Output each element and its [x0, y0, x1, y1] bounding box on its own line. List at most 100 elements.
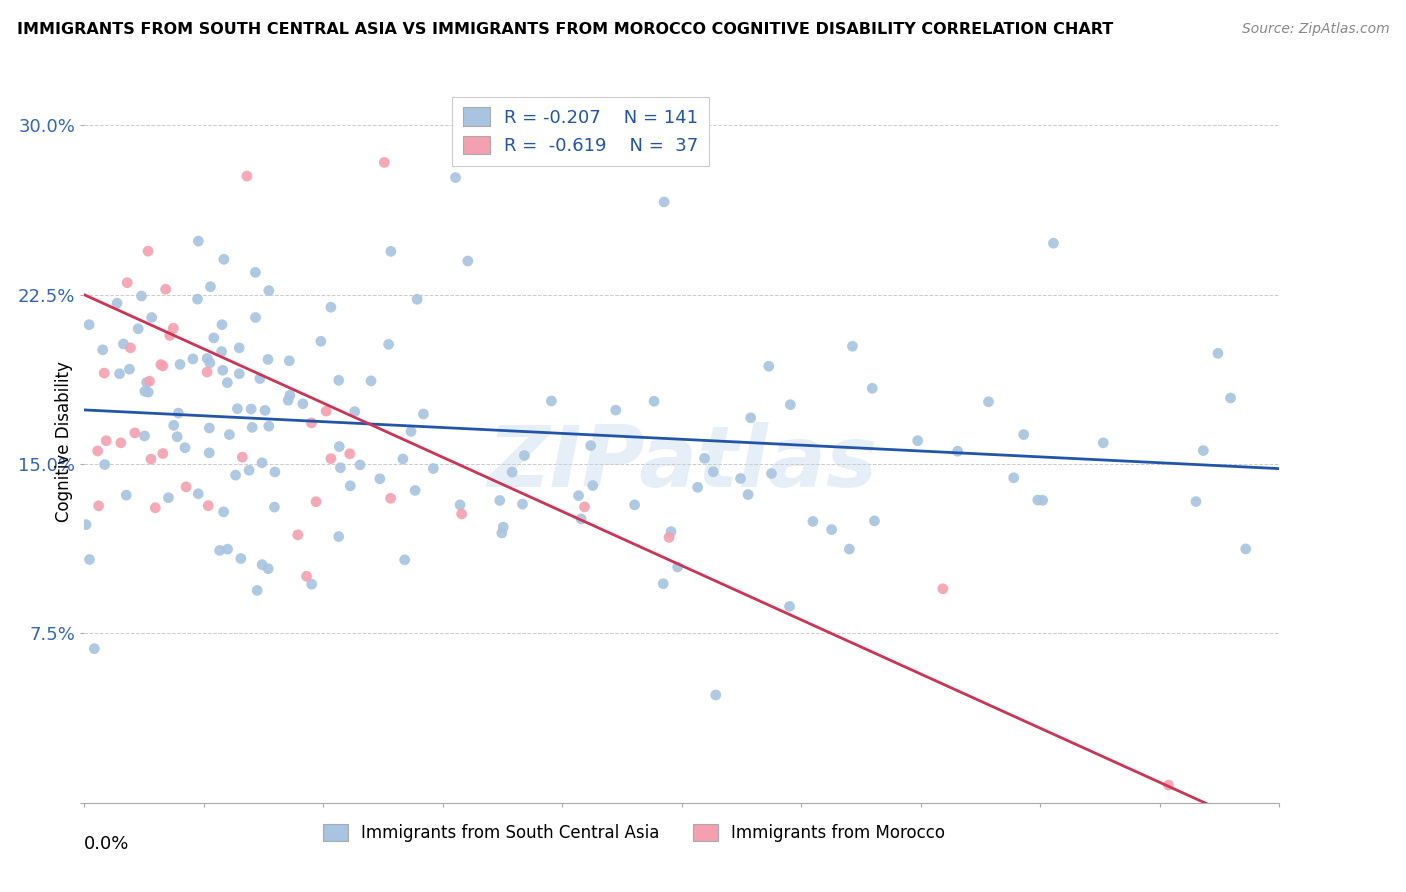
- Point: [1234, 541, 1257, 556]
- Point: [652, 576, 675, 591]
- Point: [512, 497, 534, 511]
- Point: [730, 471, 752, 485]
- Point: [1032, 493, 1054, 508]
- Point: [605, 403, 627, 417]
- Point: [245, 265, 267, 279]
- Point: [666, 560, 689, 574]
- Point: [263, 500, 285, 514]
- Point: [399, 425, 422, 439]
- Point: [643, 394, 665, 409]
- Point: [404, 483, 426, 498]
- Point: [202, 331, 225, 345]
- Point: [186, 292, 208, 306]
- Point: [704, 688, 727, 702]
- Point: [139, 452, 162, 467]
- Point: [779, 398, 801, 412]
- Legend: Immigrants from South Central Asia, Immigrants from Morocco: Immigrants from South Central Asia, Immi…: [316, 817, 952, 848]
- Point: [863, 514, 886, 528]
- Point: [841, 339, 863, 353]
- Point: [1002, 471, 1025, 485]
- Point: [198, 421, 221, 435]
- Point: [1219, 391, 1241, 405]
- Point: [195, 365, 218, 379]
- Point: [159, 328, 181, 343]
- Point: [779, 599, 801, 614]
- Point: [737, 487, 759, 501]
- Point: [257, 562, 280, 576]
- Point: [702, 465, 724, 479]
- Point: [138, 374, 160, 388]
- Point: [932, 582, 955, 596]
- Point: [491, 526, 513, 541]
- Point: [301, 416, 323, 430]
- Point: [115, 276, 138, 290]
- Point: [93, 458, 115, 472]
- Point: [212, 252, 235, 267]
- Point: [87, 499, 110, 513]
- Point: [249, 371, 271, 385]
- Point: [444, 170, 467, 185]
- Point: [278, 388, 301, 402]
- Point: [449, 498, 471, 512]
- Point: [380, 244, 402, 259]
- Point: [181, 351, 204, 366]
- Point: [228, 341, 250, 355]
- Point: [134, 384, 156, 399]
- Point: [291, 397, 314, 411]
- Point: [488, 493, 510, 508]
- Point: [287, 528, 309, 542]
- Point: [412, 407, 434, 421]
- Point: [740, 410, 762, 425]
- Point: [574, 500, 596, 514]
- Point: [392, 452, 415, 467]
- Point: [167, 406, 190, 420]
- Point: [197, 499, 219, 513]
- Point: [96, 434, 118, 448]
- Point: [758, 359, 780, 374]
- Point: [339, 447, 361, 461]
- Point: [422, 461, 444, 475]
- Point: [801, 515, 824, 529]
- Point: [659, 524, 682, 539]
- Point: [328, 373, 350, 387]
- Point: [217, 542, 239, 557]
- Point: [319, 451, 342, 466]
- Point: [860, 381, 883, 395]
- Point: [86, 444, 108, 458]
- Point: [257, 352, 280, 367]
- Point: [1042, 236, 1064, 251]
- Point: [195, 351, 218, 366]
- Point: [257, 284, 280, 298]
- Point: [652, 194, 675, 209]
- Point: [77, 318, 100, 332]
- Point: [368, 472, 391, 486]
- Point: [623, 498, 645, 512]
- Point: [579, 439, 602, 453]
- Point: [143, 500, 166, 515]
- Y-axis label: Cognitive Disability: Cognitive Disability: [55, 361, 73, 522]
- Point: [211, 363, 233, 377]
- Point: [946, 444, 969, 458]
- Point: [120, 341, 142, 355]
- Point: [93, 366, 115, 380]
- Point: [264, 465, 287, 479]
- Point: [301, 577, 323, 591]
- Point: [329, 460, 352, 475]
- Point: [79, 552, 101, 566]
- Point: [217, 376, 239, 390]
- Point: [187, 487, 209, 501]
- Point: [373, 155, 395, 169]
- Point: [112, 337, 135, 351]
- Point: [174, 441, 197, 455]
- Point: [1157, 778, 1180, 792]
- Point: [315, 404, 337, 418]
- Point: [162, 321, 184, 335]
- Point: [250, 558, 273, 572]
- Point: [187, 234, 209, 248]
- Point: [157, 491, 180, 505]
- Point: [1012, 427, 1035, 442]
- Point: [513, 449, 536, 463]
- Text: Source: ZipAtlas.com: Source: ZipAtlas.com: [1241, 22, 1389, 37]
- Point: [110, 435, 132, 450]
- Point: [319, 300, 342, 314]
